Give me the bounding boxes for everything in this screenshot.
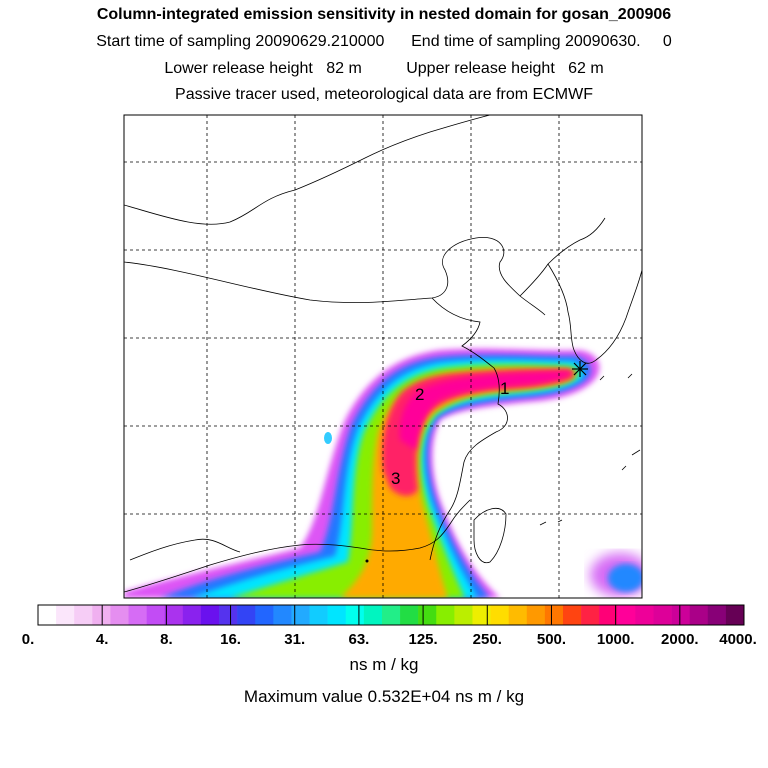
colorbar-swatch (327, 605, 347, 625)
plume-spot (324, 432, 332, 444)
release-heights: Lower release height 82 m Upper release … (164, 60, 604, 77)
tracer-info: Passive tracer used, meteorological data… (175, 86, 593, 103)
colorbar-label: 4000. (719, 631, 757, 648)
colorbar-swatch (345, 605, 365, 625)
coast-bohai (124, 236, 546, 316)
colorbar-swatch (92, 605, 111, 625)
colorbar-label: 16. (220, 631, 241, 648)
island-taiwan (473, 507, 507, 564)
colorbar-swatch (418, 605, 437, 625)
colorbar-swatch (400, 605, 419, 625)
lat-lon-grid (124, 115, 642, 598)
colorbar-swatch (38, 605, 57, 625)
colorbar-swatch (599, 605, 618, 625)
islands-japan (539, 373, 641, 526)
colorbar-label: 8. (160, 631, 173, 648)
colorbar-swatch (635, 605, 654, 625)
colorbar-label: 0. (21, 631, 35, 648)
colorbar-swatch (237, 605, 256, 625)
colorbar-frame (37, 604, 745, 626)
colorbar-label: 63. (348, 631, 370, 648)
coastlines (124, 115, 642, 593)
colorbar-swatch (689, 605, 709, 625)
colorbar-swatch (291, 605, 310, 625)
colorbar-swatch (381, 605, 401, 625)
border-southwest (129, 538, 241, 561)
coast-korea-west (519, 217, 606, 297)
colorbar-label: 4. (95, 631, 109, 648)
colorbar-swatch (526, 605, 546, 625)
colorbar-swatch (653, 605, 672, 625)
colorbar-label: 2000. (661, 631, 699, 648)
colorbar-swatch (273, 605, 292, 625)
colorbar-swatch (182, 605, 202, 625)
maximum-value: Maximum value 0.532E+04 ns m / kg (243, 687, 525, 706)
colorbar-swatch (56, 605, 75, 625)
colorbar-label: 500. (536, 631, 567, 648)
marker-1: 1 (500, 379, 509, 398)
colorbar-swatch (707, 605, 727, 625)
colorbar-swatch (110, 605, 129, 625)
colorbar-label: 1000. (596, 631, 635, 648)
colorbar (38, 605, 745, 625)
map-frame (123, 114, 643, 599)
colorbar-label: 125. (408, 631, 438, 648)
colorbar-swatch (164, 605, 184, 625)
receptor-star (572, 361, 588, 377)
plume-se-core (608, 564, 642, 592)
colorbar-swatch (725, 605, 745, 625)
colorbar-swatch (508, 605, 528, 625)
sampling-times: Start time of sampling 20090629.210000 E… (96, 33, 672, 50)
colorbar-swatch (309, 605, 328, 625)
colorbar-swatch (74, 605, 93, 625)
colorbar-swatch (219, 605, 238, 625)
colorbar-label: 31. (284, 631, 306, 648)
colorbar-swatch (255, 605, 274, 625)
colorbar-swatch (562, 605, 582, 625)
colorbar-swatch (146, 605, 166, 625)
coast-china-east (429, 297, 508, 561)
colorbar-swatch (671, 605, 690, 625)
plume-peak (399, 371, 572, 450)
plume-field (124, 115, 642, 598)
marker-3: 3 (391, 469, 400, 488)
colorbar-units: ns m / kg (349, 655, 419, 674)
colorbar-swatch (581, 605, 600, 625)
colorbar-swatch (617, 605, 636, 625)
border-north (124, 115, 491, 225)
colorbar-swatch (363, 605, 383, 625)
colorbar-swatch (454, 605, 473, 625)
location-dot (365, 559, 369, 563)
colorbar-swatch (472, 605, 491, 625)
colorbar-swatch (490, 605, 509, 625)
plot-title: Column-integrated emission sensitivity i… (96, 6, 672, 23)
marker-2: 2 (415, 385, 424, 404)
colorbar-swatch (200, 605, 220, 625)
colorbar-swatch (436, 605, 455, 625)
colorbar-swatch (128, 605, 147, 625)
colorbar-label: 250. (472, 631, 502, 648)
coast-korea (547, 263, 642, 364)
colorbar-swatch (544, 605, 564, 625)
